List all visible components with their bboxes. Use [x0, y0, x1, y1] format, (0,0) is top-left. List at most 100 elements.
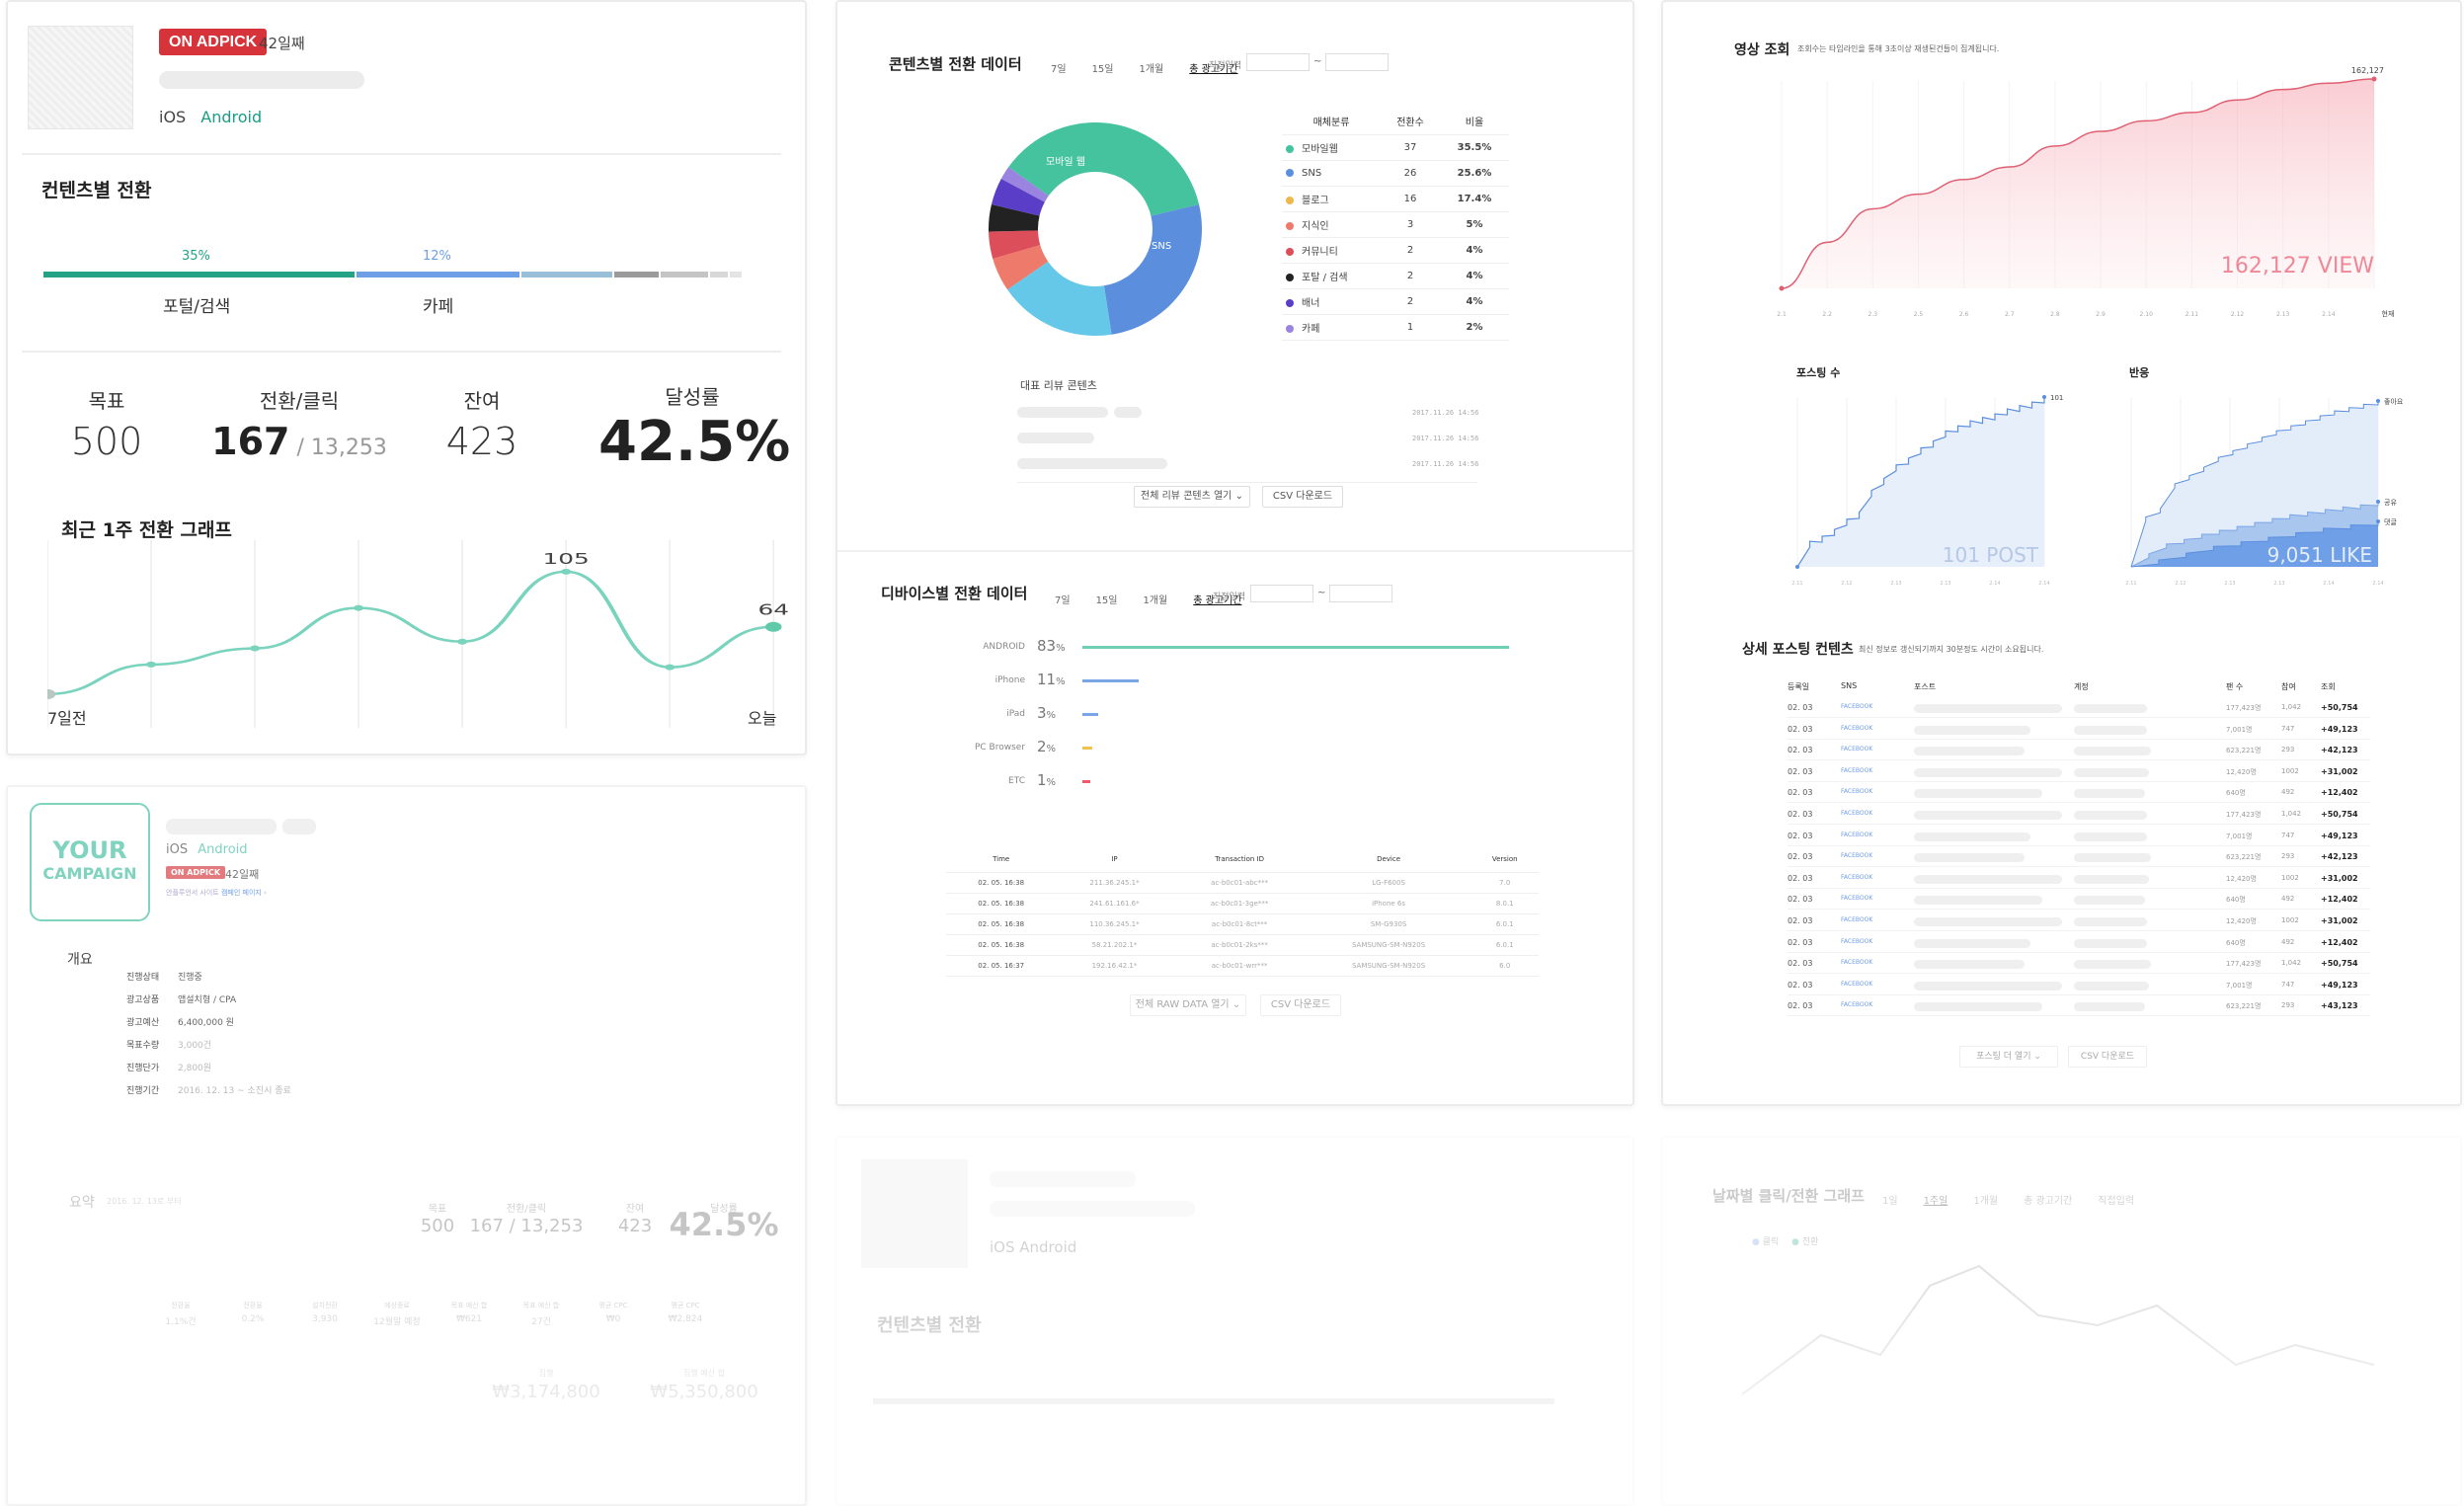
date-from-input[interactable]	[1246, 53, 1310, 71]
date-from-input[interactable]	[1250, 585, 1313, 602]
tab-1d[interactable]: 1일	[1882, 1196, 1898, 1207]
summary-small-key: 전환율	[243, 1302, 263, 1309]
tab-1w[interactable]: 1주일	[1923, 1196, 1948, 1207]
detail-sns[interactable]: FACEBOOK	[1841, 895, 1873, 903]
post-placeholder[interactable]	[1914, 789, 2042, 799]
detail-sns[interactable]: FACEBOOK	[1841, 916, 1873, 923]
row-divider	[1788, 738, 2370, 740]
on-adpick-badge: ON ADPICK	[159, 29, 268, 55]
count-cell: 37	[1381, 134, 1440, 161]
summary-small-key: 목표 예산 합	[450, 1302, 488, 1309]
detail-sns[interactable]: FACEBOOK	[1841, 788, 1873, 796]
raw-csv-button[interactable]: CSV 다운로드	[1260, 994, 1341, 1016]
media-name: 카페	[1302, 323, 1320, 335]
range-sep: ~	[1317, 588, 1326, 598]
open-all-reviews-button[interactable]: 전체 리뷰 콘텐츠 열기 ⌄	[1134, 486, 1250, 508]
media-name: 포탈 / 검색	[1302, 272, 1348, 283]
open-all-raw-button[interactable]: 전체 RAW DATA 열기 ⌄	[1130, 994, 1246, 1016]
post-placeholder[interactable]	[1914, 811, 2062, 820]
detail-sns[interactable]: FACEBOOK	[1841, 873, 1873, 881]
post-placeholder[interactable]	[1914, 917, 2062, 926]
row-divider	[1788, 1015, 2370, 1017]
donut-slice	[989, 230, 1041, 259]
summary-stat-label: 달성률	[710, 1204, 738, 1215]
detail-date: 02. 03	[1788, 703, 1813, 712]
detail-views: +50,754	[2321, 959, 2358, 969]
detail-header: SNS	[1841, 681, 1858, 690]
detail-sns[interactable]: FACEBOOK	[1841, 724, 1873, 732]
reaction-series-label: 댓글	[2384, 517, 2397, 526]
detail-fans: 623,221명	[2226, 747, 2262, 755]
post-placeholder[interactable]	[1914, 767, 2062, 777]
raw-data-table: Time IP Transaction ID Device Version 02…	[946, 846, 1539, 977]
ratio-cell: 4%	[1440, 263, 1509, 289]
count-cell: 2	[1381, 288, 1440, 315]
tab-total[interactable]: 총 광고기간	[1189, 64, 1238, 75]
tab-7d[interactable]: 7일	[1055, 595, 1071, 606]
post-placeholder[interactable]	[1914, 704, 2062, 713]
device-pct: 3%	[1037, 704, 1056, 722]
detail-fans: 177,423명	[2226, 704, 2262, 712]
post-placeholder[interactable]	[1914, 874, 2062, 884]
x-tick: 2.5	[1914, 311, 1924, 318]
date-to-input[interactable]	[1325, 53, 1389, 71]
detail-sns[interactable]: FACEBOOK	[1841, 980, 1873, 988]
tab-total[interactable]: 총 광고기간	[2024, 1196, 2073, 1207]
device-bar	[1082, 713, 1098, 716]
raw-cell: 8.0.1	[1470, 893, 1539, 914]
count-cell: 1	[1381, 314, 1440, 341]
tab-15d[interactable]: 15일	[1091, 64, 1114, 75]
detail-date: 02. 03	[1788, 937, 1813, 947]
raw-cell: 02. 05. 16:38	[946, 893, 1057, 914]
tab-total[interactable]: 총 광고기간	[1193, 595, 1242, 606]
col-media: 매체분류	[1282, 109, 1381, 135]
device-name: ETC	[1008, 776, 1025, 786]
row-divider	[1788, 866, 2370, 868]
tab-7d[interactable]: 7일	[1051, 64, 1067, 75]
detail-sns[interactable]: FACEBOOK	[1841, 746, 1873, 753]
week-point	[561, 568, 572, 575]
posting-csv-button[interactable]: CSV 다운로드	[2068, 1046, 2147, 1068]
tab-1m[interactable]: 1개월	[1973, 1196, 1999, 1207]
device-pct: 11%	[1037, 671, 1066, 688]
legend-conversions: ● 전환	[1791, 1237, 1819, 1247]
post-placeholder[interactable]	[1914, 1002, 2042, 1012]
days-label: 42일째	[259, 35, 305, 52]
post-placeholder[interactable]	[1914, 832, 2030, 841]
device-pct-value: 3	[1037, 704, 1047, 722]
detail-sns[interactable]: FACEBOOK	[1841, 831, 1873, 838]
detail-sns[interactable]: FACEBOOK	[1841, 1001, 1873, 1009]
device-pct: 2%	[1037, 738, 1056, 755]
detail-sns[interactable]: FACEBOOK	[1841, 959, 1873, 967]
post-placeholder[interactable]	[1914, 896, 2042, 906]
date-to-input[interactable]	[1329, 585, 1392, 602]
posting-point	[2042, 395, 2046, 399]
detail-sns[interactable]: FACEBOOK	[1841, 766, 1873, 774]
post-placeholder[interactable]	[1914, 981, 2062, 991]
tab-15d[interactable]: 15일	[1095, 595, 1118, 606]
campaign-page-link[interactable]: 안플루언서 사이트 캠페인 페이지 ›	[166, 889, 267, 897]
post-placeholder[interactable]	[1914, 725, 2030, 735]
detail-engage: 293	[2281, 852, 2295, 861]
raw-cell: 7.0	[1470, 872, 1539, 894]
view-top-label: 162,127	[2351, 66, 2384, 75]
detail-sns[interactable]: FACEBOOK	[1841, 810, 1873, 817]
reaction-point	[2376, 519, 2380, 523]
overview-value: 3,000건	[178, 1041, 212, 1051]
contents-csv-button[interactable]: CSV 다운로드	[1262, 486, 1343, 508]
post-placeholder[interactable]	[1914, 960, 2025, 970]
tab-custom[interactable]: 직접입력	[2098, 1196, 2135, 1207]
pct-sign: %	[1046, 744, 1057, 754]
device-pct: 1%	[1037, 771, 1056, 789]
post-placeholder[interactable]	[1914, 747, 2025, 756]
tab-1m[interactable]: 1개월	[1143, 595, 1168, 606]
post-placeholder[interactable]	[1914, 938, 2030, 948]
detail-sns[interactable]: FACEBOOK	[1841, 852, 1873, 860]
open-more-posting-button[interactable]: 포스팅 더 열기 ⌄	[1959, 1046, 2058, 1068]
tab-1m[interactable]: 1개월	[1139, 64, 1164, 75]
post-placeholder[interactable]	[1914, 853, 2025, 863]
raw-cell: ac-b0c01-wrr***	[1172, 955, 1307, 977]
detail-sns[interactable]: FACEBOOK	[1841, 703, 1873, 710]
device-bar	[1082, 747, 1093, 750]
detail-sns[interactable]: FACEBOOK	[1841, 937, 1873, 945]
